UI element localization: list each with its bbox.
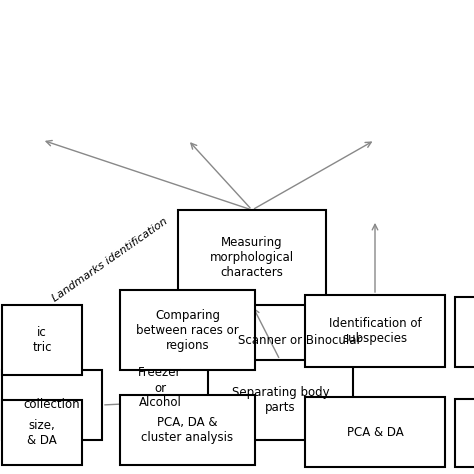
- FancyBboxPatch shape: [2, 305, 82, 375]
- FancyBboxPatch shape: [2, 400, 82, 465]
- Text: Landmarks identification: Landmarks identification: [51, 216, 170, 304]
- FancyBboxPatch shape: [178, 210, 326, 305]
- Text: Measuring
morphological
characters: Measuring morphological characters: [210, 236, 294, 279]
- FancyBboxPatch shape: [2, 370, 102, 440]
- FancyBboxPatch shape: [455, 399, 474, 467]
- Text: PCA, DA &
cluster analysis: PCA, DA & cluster analysis: [141, 416, 234, 444]
- Text: collection: collection: [24, 399, 80, 411]
- FancyBboxPatch shape: [455, 297, 474, 367]
- FancyBboxPatch shape: [305, 397, 445, 467]
- Text: Freezer
or
Alcohol: Freezer or Alcohol: [138, 366, 182, 410]
- FancyBboxPatch shape: [120, 290, 255, 370]
- Text: Identification of
subspecies: Identification of subspecies: [328, 317, 421, 345]
- FancyBboxPatch shape: [305, 295, 445, 367]
- Text: ic
tric: ic tric: [32, 326, 52, 354]
- Text: Comparing
between races or
regions: Comparing between races or regions: [136, 309, 239, 352]
- FancyBboxPatch shape: [120, 395, 255, 465]
- Text: PCA & DA: PCA & DA: [346, 426, 403, 438]
- Text: Scanner or Binocular: Scanner or Binocular: [238, 334, 362, 346]
- Text: Separating body
parts: Separating body parts: [232, 386, 329, 414]
- FancyBboxPatch shape: [208, 360, 353, 440]
- Text: size,
& DA: size, & DA: [27, 419, 57, 447]
